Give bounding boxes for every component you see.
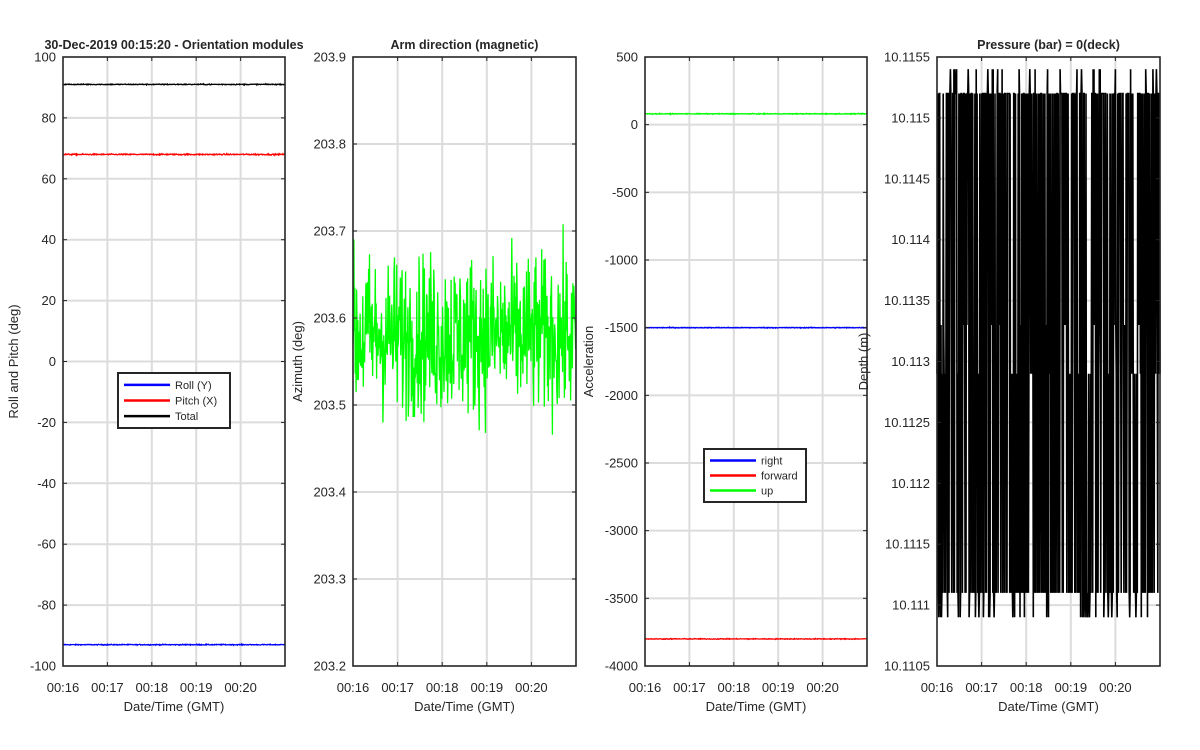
x-tick-label: 00:20: [1099, 680, 1132, 695]
panel-title: Arm direction (magnetic): [391, 38, 539, 52]
x-tick-label: 00:20: [224, 680, 257, 695]
y-tick-label: 203.8: [313, 137, 346, 152]
y-axis-label: Roll and Pitch (deg): [6, 304, 21, 418]
y-tick-label: 203.3: [313, 572, 346, 587]
series-line-up: [644, 112, 868, 117]
y-tick-label: -1500: [605, 320, 638, 335]
x-tick-label: 00:16: [337, 680, 370, 695]
axes-frame: [352, 56, 577, 667]
y-tick-label: -100: [30, 659, 56, 674]
axes-frame: [644, 56, 868, 667]
legend-label: Roll (Y): [175, 380, 212, 392]
y-tick-label: 203.4: [313, 485, 346, 500]
y-tick-label: 10.111: [892, 598, 930, 613]
series-line-right: [644, 325, 868, 330]
x-tick-label: 00:17: [965, 680, 998, 695]
series-line-total: [63, 82, 286, 87]
y-tick-label: 203.9: [313, 50, 346, 65]
y-tick-label: 0: [49, 354, 56, 369]
axes-background: [645, 57, 867, 666]
y-tick-label: -60: [37, 537, 56, 552]
y-axis-label: Azimuth (deg): [290, 321, 305, 402]
y-axis-label: Depth (m): [856, 333, 871, 391]
x-tick-label: 00:16: [47, 680, 80, 695]
y-tick-label: -3000: [605, 523, 638, 538]
y-tick-label: -1000: [605, 253, 638, 268]
legend-label: Total: [175, 411, 198, 423]
x-tick-label: 00:19: [1055, 680, 1088, 695]
legend-label: up: [761, 486, 773, 498]
y-tick-label: -4000: [605, 659, 638, 674]
panel-title: 30-Dec-2019 00:15:20 - Orientation modul…: [44, 38, 303, 52]
x-tick-label: 00:18: [136, 680, 169, 695]
y-tick-label: 500: [616, 50, 638, 65]
panel-2: 00:16 00:17 00:18 00:19 00:20 203.9 203.8 203.7…: [290, 38, 577, 714]
x-tick-label: 00:20: [806, 680, 839, 695]
legend: Roll (Y) Pitch (X) Total: [117, 372, 231, 429]
y-tick-label: 203.6: [313, 311, 346, 326]
y-tick-label: 60: [42, 171, 56, 186]
y-tick-label: 20: [42, 293, 56, 308]
y-tick-label: -500: [612, 185, 638, 200]
y-tick-label: 203.5: [313, 398, 346, 413]
y-tick-label: 10.1155: [884, 50, 930, 65]
y-tick-label: -20: [37, 415, 56, 430]
legend-label: right: [761, 456, 782, 468]
panel-1: 00:16 00:17 00:18 00:19 00:20 100 80 60 40 20 0 -20…: [6, 38, 304, 714]
y-tick-label: 10.1115: [885, 537, 930, 552]
y-tick-label: 10.115: [891, 110, 930, 125]
series-line-azimuth: [352, 224, 577, 435]
y-tick-label: -2500: [605, 456, 638, 471]
legend: right forward up: [703, 448, 807, 503]
x-tick-label: 00:17: [673, 680, 706, 695]
y-tick-label: 203.7: [313, 224, 346, 239]
y-tick-label: 203.2: [313, 659, 346, 674]
y-tick-label: 10.114: [891, 232, 930, 247]
x-tick-label: 00:19: [471, 680, 504, 695]
y-tick-label: 100: [34, 50, 56, 65]
x-tick-label: 00:19: [180, 680, 213, 695]
y-tick-label: 10.1125: [884, 415, 930, 430]
panel-4: 00:16 00:17 00:18 00:19 00:20 10.1155 10.115 10…: [856, 38, 1161, 714]
x-tick-label: 00:16: [921, 680, 954, 695]
y-axis-label: Acceleration: [581, 326, 596, 398]
x-tick-label: 00:19: [762, 680, 795, 695]
legend-label: forward: [761, 471, 798, 483]
panel-3: 00:16 00:17 00:18 00:19 00:20 500 0 -500 -1000 -1…: [581, 50, 868, 714]
x-tick-label: 00:18: [1010, 680, 1043, 695]
series-line-depth: [936, 69, 1161, 618]
x-axis-label: Date/Time (GMT): [706, 699, 807, 714]
y-tick-label: 80: [42, 110, 56, 125]
x-tick-label: 00:18: [718, 680, 751, 695]
x-tick-label: 00:20: [515, 680, 548, 695]
x-tick-label: 00:17: [381, 680, 414, 695]
series-line-forward: [644, 637, 867, 641]
panel-title: Pressure (bar) = 0(deck): [977, 38, 1120, 52]
y-tick-label: 10.113: [891, 354, 930, 369]
x-tick-label: 00:18: [426, 680, 459, 695]
x-axis-label: Date/Time (GMT): [124, 699, 225, 714]
y-tick-label: 0: [631, 117, 638, 132]
y-tick-label: 10.1145: [884, 171, 930, 186]
series-line-roll-y-: [63, 642, 286, 647]
series-line-pitch-x-: [62, 152, 286, 157]
y-tick-label: 10.1105: [884, 659, 930, 674]
x-tick-label: 00:17: [91, 680, 124, 695]
y-tick-label: -40: [37, 476, 56, 491]
legend-label: Pitch (X): [175, 396, 217, 408]
y-tick-label: 40: [42, 232, 56, 247]
y-tick-label: 10.1135: [884, 293, 930, 308]
x-tick-label: 00:16: [629, 680, 662, 695]
y-tick-label: 10.112: [891, 476, 930, 491]
y-tick-label: -80: [37, 598, 56, 613]
y-tick-label: -2000: [605, 388, 638, 403]
x-axis-label: Date/Time (GMT): [414, 699, 515, 714]
y-tick-label: -3500: [605, 591, 638, 606]
x-axis-label: Date/Time (GMT): [998, 699, 1099, 714]
